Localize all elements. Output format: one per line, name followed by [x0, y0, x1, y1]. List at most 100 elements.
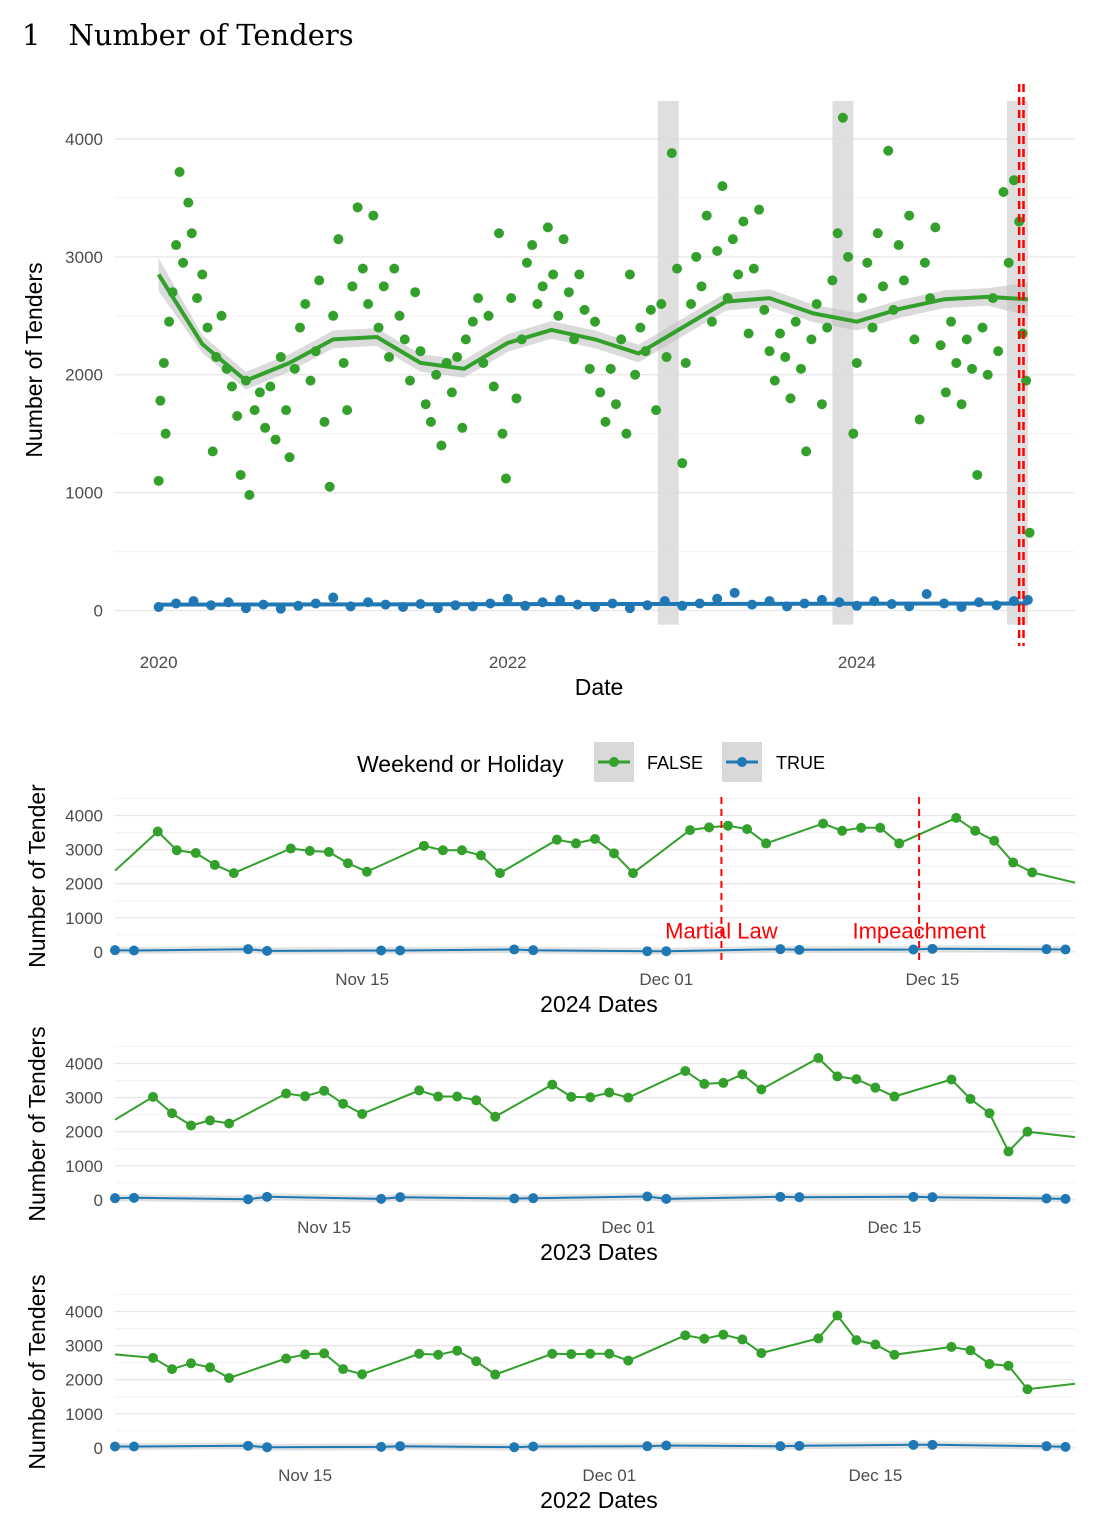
- point-false: [827, 275, 838, 286]
- point-false: [452, 352, 463, 363]
- x-tick-label: Nov 15: [297, 1218, 351, 1237]
- point-false: [691, 251, 702, 262]
- point-true: [528, 945, 539, 956]
- point-false: [584, 363, 595, 374]
- x-tick-label: 2022: [489, 653, 527, 672]
- x-tick-label: Nov 15: [278, 1466, 332, 1485]
- point-false: [661, 352, 672, 363]
- point-false: [914, 414, 925, 425]
- main-chart: 0 1000 2000 3000 4000 2020 2022 2024 Date Number …: [21, 84, 1075, 700]
- point-false: [813, 1333, 824, 1344]
- point-false: [190, 847, 201, 858]
- point-false: [319, 1348, 330, 1359]
- point-false: [202, 322, 213, 333]
- point-false: [285, 843, 296, 854]
- point-false: [490, 1369, 501, 1380]
- y-tick-label: 0: [94, 602, 103, 621]
- point-false: [956, 399, 967, 410]
- legend-key-point: [609, 757, 619, 767]
- point-true: [243, 944, 254, 955]
- point-true: [642, 946, 653, 957]
- point-false: [384, 352, 395, 363]
- point-false: [460, 334, 471, 345]
- dates2023-chart: 0 1000 2000 3000 4000 Nov 15 Dec 01 Dec 15 2023 …: [24, 1026, 1076, 1265]
- legend-key-point: [737, 757, 747, 767]
- point-false: [748, 263, 759, 274]
- x-tick-label: Dec 15: [848, 1466, 902, 1485]
- x-tick-label: Dec 01: [601, 1218, 655, 1237]
- point-false: [616, 334, 627, 345]
- point-true: [509, 1442, 520, 1453]
- point-false: [158, 357, 169, 368]
- point-false: [244, 489, 255, 500]
- point-false: [500, 473, 511, 484]
- point-false: [456, 845, 467, 856]
- point-false: [811, 299, 822, 309]
- point-false: [680, 357, 691, 368]
- point-false: [919, 257, 930, 268]
- x-axis-title: 2023 Dates: [540, 1239, 658, 1265]
- point-false: [1003, 257, 1014, 268]
- y-tick-label: 3000: [65, 841, 103, 860]
- point-true: [262, 1442, 273, 1453]
- point-false: [699, 1333, 710, 1344]
- point-false: [585, 1348, 596, 1359]
- section-heading: 1 Number of Tenders: [22, 18, 354, 52]
- point-false: [635, 322, 646, 333]
- point-false: [832, 1071, 843, 1082]
- point-false: [785, 393, 796, 404]
- point-false: [174, 166, 185, 177]
- point-true: [129, 1192, 140, 1203]
- point-false: [872, 228, 883, 239]
- point-false: [930, 222, 941, 233]
- point-false: [867, 322, 878, 333]
- point-true: [243, 1440, 254, 1451]
- point-false: [870, 1339, 881, 1350]
- y-tick-label: 4000: [65, 806, 103, 825]
- point-false: [989, 835, 1000, 846]
- point-false: [414, 1085, 425, 1096]
- point-false: [566, 1349, 577, 1360]
- dates2022-chart: 0 1000 2000 3000 4000 Nov 15 Dec 01 Dec 15 2022 …: [24, 1274, 1076, 1513]
- point-false: [446, 387, 457, 398]
- point-false: [304, 845, 315, 856]
- point-false: [590, 316, 600, 327]
- point-false: [585, 1092, 596, 1103]
- point-true: [642, 1191, 653, 1202]
- point-true: [110, 945, 120, 956]
- point-false: [494, 868, 505, 879]
- point-false: [566, 1091, 577, 1102]
- point-true: [262, 945, 273, 956]
- point-false: [862, 257, 873, 268]
- point-false: [1022, 1384, 1033, 1395]
- point-false: [260, 422, 271, 433]
- point-false: [361, 866, 372, 877]
- point-false: [1024, 527, 1035, 538]
- y-axis-title: Number of Tenders: [24, 1274, 50, 1469]
- point-false: [645, 304, 656, 315]
- point-true: [729, 587, 740, 598]
- point-false: [436, 440, 447, 451]
- legend-label: TRUE: [776, 753, 825, 773]
- point-false: [883, 145, 894, 156]
- point-false: [186, 228, 197, 239]
- point-false: [281, 1088, 292, 1099]
- point-false: [699, 1078, 710, 1089]
- point-false: [186, 1358, 197, 1369]
- point-false: [254, 387, 265, 398]
- smooth-line-false: [156, 273, 1029, 383]
- point-false: [537, 281, 548, 292]
- point-false: [228, 868, 239, 879]
- point-false: [437, 845, 448, 856]
- point-false: [178, 257, 189, 268]
- y-tick-label: 3000: [65, 1089, 103, 1108]
- point-false: [1008, 857, 1019, 868]
- y-tick-label: 1000: [65, 909, 103, 928]
- point-false: [946, 1074, 957, 1085]
- point-false: [998, 187, 1009, 197]
- point-true: [1060, 944, 1071, 955]
- point-false: [837, 825, 848, 836]
- point-false: [965, 1093, 976, 1104]
- x-tick-label: Dec 01: [639, 970, 693, 989]
